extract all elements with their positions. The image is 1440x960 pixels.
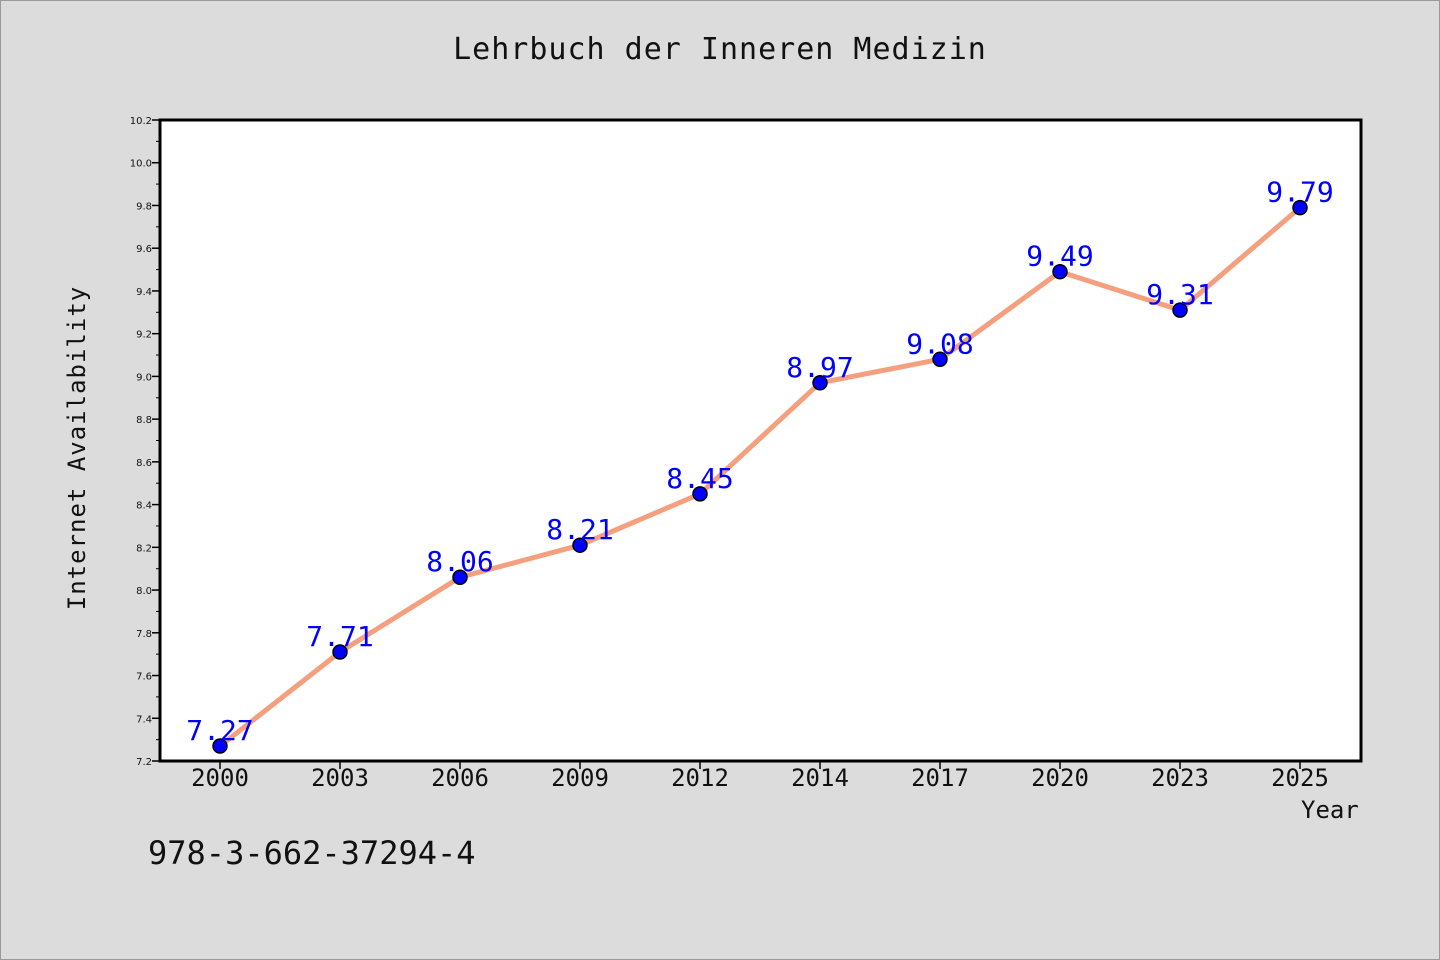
y-tick-label: 9.6: [136, 244, 152, 255]
data-point: [932, 351, 948, 368]
x-tick-label: 2006: [431, 764, 489, 792]
x-tick-label: 2020: [1031, 764, 1089, 792]
y-tick-label: 8.6: [136, 458, 152, 469]
x-tick-label: 2014: [791, 764, 849, 792]
data-point: [212, 738, 228, 754]
x-tick-label: 2012: [671, 764, 729, 792]
y-ticks: 7.2 7.4 7.6 7.8 8.0 8.2 8.4 8.6 8.8 9.0 9.2 9.4 9.6 9…: [130, 116, 160, 768]
markers: [212, 199, 1308, 754]
y-tick-label: 9.2: [136, 330, 152, 341]
data-label: 8.21: [546, 513, 613, 546]
data-point: [1052, 263, 1068, 280]
data-labels: 7.27 7.71 8.06 8.21 8.45 8.97 9.08 9.49 9.31 9.79: [186, 176, 1333, 747]
data-point: [1172, 302, 1188, 318]
x-tick-label: 2023: [1151, 764, 1209, 792]
y-tick-label: 9.4: [136, 287, 152, 298]
data-label: 8.45: [666, 462, 733, 495]
data-label: 7.27: [186, 714, 253, 747]
x-tick-label: 2009: [551, 764, 609, 792]
x-tick-label: 2017: [911, 764, 969, 792]
x-tick-label: 2000: [191, 764, 249, 792]
data-point: [572, 537, 588, 553]
data-label: 9.31: [1146, 278, 1213, 311]
x-ticks: 2000 2003 2006 2009 2012 2014 2017 2020 2023 2025: [191, 761, 1329, 792]
x-axis-label: Year: [1301, 796, 1359, 824]
data-point: [1292, 199, 1308, 216]
data-label: 8.97: [786, 351, 853, 384]
y-tick-label: 7.2: [136, 757, 152, 768]
isbn-footnote: 978-3-662-37294-4: [148, 834, 476, 872]
y-tick-label: 8.0: [136, 586, 152, 597]
data-point: [812, 375, 828, 391]
y-tick-label: 9.0: [136, 372, 152, 383]
data-point: [692, 486, 708, 502]
y-tick-label: 10.0: [130, 159, 152, 170]
y-tick-label: 10.2: [130, 116, 152, 127]
y-tick-label: 7.6: [136, 672, 152, 683]
y-tick-label: 8.4: [136, 501, 152, 512]
y-tick-label: 8.2: [136, 543, 152, 554]
data-point: [452, 569, 468, 585]
y-tick-label: 7.8: [136, 629, 152, 640]
data-label: 8.06: [426, 545, 493, 578]
data-label: 9.79: [1266, 176, 1333, 209]
data-label: 9.49: [1026, 240, 1093, 273]
series-line: [217, 205, 1303, 749]
x-tick-label: 2003: [311, 764, 369, 792]
y-tick-label: 8.8: [136, 415, 152, 426]
data-label: 7.71: [306, 620, 373, 653]
x-tick-label: 2025: [1271, 764, 1329, 792]
data-point: [332, 644, 348, 660]
data-label: 9.08: [906, 327, 973, 360]
chart-title: Lehrbuch der Inneren Medizin: [453, 32, 987, 67]
y-tick-label: 9.8: [136, 201, 152, 212]
y-tick-label: 7.4: [136, 714, 152, 725]
